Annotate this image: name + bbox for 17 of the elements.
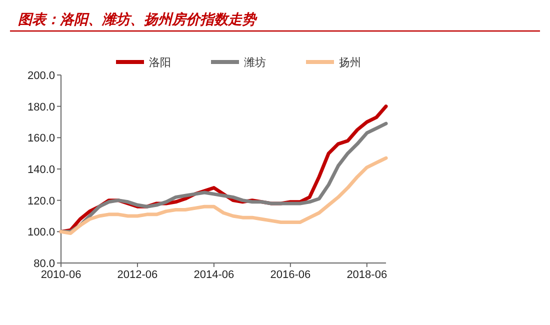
x-tick-label: 2016-06 [270,269,311,281]
chart-title: 图表：洛阳、潍坊、扬州房价指数走势 [18,11,258,27]
x-tick-label: 2018-06 [346,269,388,281]
y-tick-label: 140.0 [27,164,55,176]
y-tick-label: 100.0 [27,226,55,239]
y-tick-label: 200.0 [27,70,55,82]
line-series [59,156,388,235]
x-tick-label: 2012-06 [117,269,158,281]
legend-label: 潍坊 [244,56,266,69]
x-tick-label: 2010-06 [40,269,82,281]
y-tick-label: 120.0 [27,195,55,208]
legend-label: 扬州 [339,56,361,69]
y-tick-label: 180.0 [27,101,55,114]
legend-label: 洛阳 [149,57,171,69]
x-tick-label: 2014-06 [194,269,234,281]
y-tick-label: 80.0 [34,258,55,270]
y-tick-label: 160.0 [27,132,55,145]
